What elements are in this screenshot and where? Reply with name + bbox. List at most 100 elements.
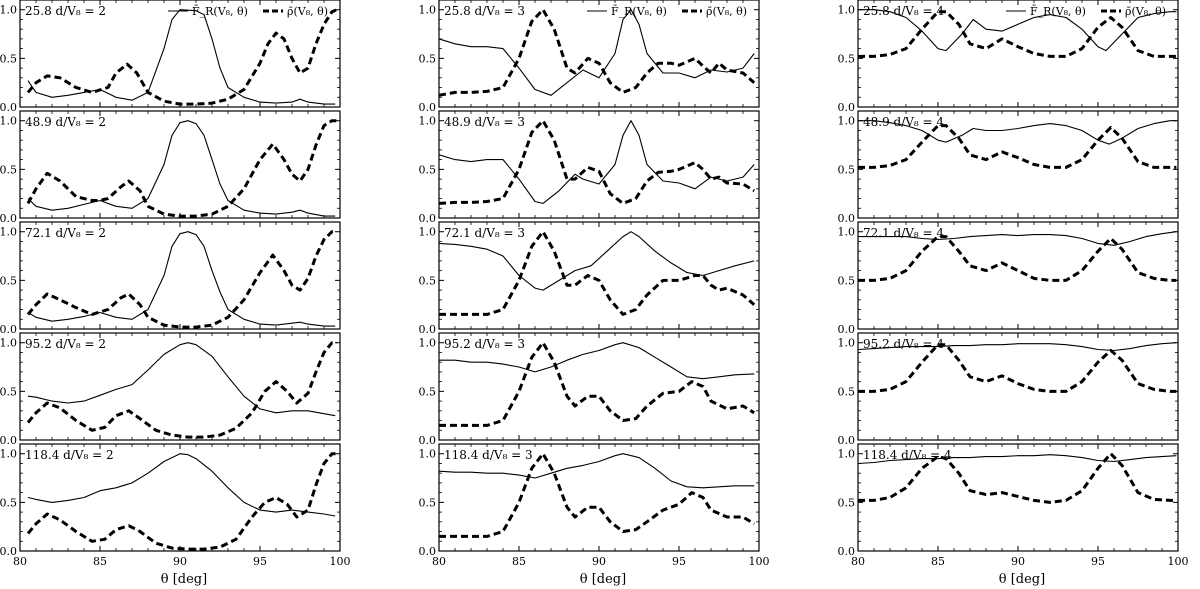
y-tick-label: 1.0 [838,4,856,17]
legend-label-rho: ρ̄(V₈, θ) [706,5,747,18]
series-line-fr [858,9,1177,52]
y-tick-label: 0.0 [838,101,856,114]
panel-label: 118.4 d/V₈ = 3 [444,448,533,462]
x-tick-label: 80 [13,555,27,568]
y-tick-label: 0.0 [419,323,437,336]
series-line-fr [858,231,1177,246]
subplot-panel: 0.0 0.5 1.0 72.1 d/V₈ = 3 [419,221,760,336]
series-line-rho [26,8,338,106]
x-tick-label: 85 [931,555,945,568]
subplot-panel: 0.0 0.5 1.0 25.8 d/V₈ = 2 F̄_R(V₈, θ) ρ̄(V₈, … [0,0,341,114]
series-line-rho [439,119,755,205]
panel-label: 48.9 d/V₈ = 4 [863,115,944,129]
series-line-rho [858,10,1177,58]
y-tick-label: 0.0 [419,101,437,114]
panel-label: 95.2 d/V₈ = 3 [444,337,525,351]
legend-label-fr: F̄_R(V₈, θ) [1030,5,1086,18]
x-tick-label: 95 [253,555,267,568]
y-tick-label: 0.0 [0,434,17,447]
x-tick-label: 85 [512,555,526,568]
x-tick-label: 90 [173,555,187,568]
y-tick-label: 0.5 [838,496,856,509]
subplot-panel: 0.0 0.5 1.0 95.2 d/V₈ = 2 [0,332,341,447]
subplot-panel: 0.0 0.5 1.0 95.2 d/V₈ = 4 [838,332,1179,447]
y-tick-label: 1.0 [419,448,437,461]
subplot-panel: 0.0 0.5 1.0 48.9 d/V₈ = 4 [838,110,1179,225]
series-line-rho [858,452,1177,504]
y-tick-label: 1.0 [0,337,17,350]
x-tick-label: 100 [330,555,351,568]
series-line-rho [858,343,1177,393]
panel-label: 48.9 d/V₈ = 2 [25,115,106,129]
subplot-panel: 0.0 0.5 1.0 48.9 d/V₈ = 2 [0,110,341,225]
series-line-rho [26,452,337,551]
subplot-panel: 0.0 0.5 1.0 72.1 d/V₈ = 4 [838,221,1179,336]
panel-label: 118.4 d/V₈ = 2 [25,448,114,462]
panel-label: 95.2 d/V₈ = 4 [863,337,944,351]
y-tick-label: 0.5 [0,163,17,176]
y-tick-label: 0.0 [838,212,856,225]
series-line-rho [439,341,755,427]
legend-label-fr: F̄_R(V₈, θ) [611,5,667,18]
y-tick-label: 0.0 [838,545,856,558]
y-tick-label: 0.5 [0,385,17,398]
y-tick-label: 0.0 [0,545,17,558]
panel-label: 72.1 d/V₈ = 4 [863,226,944,240]
y-tick-label: 0.0 [419,434,437,447]
subplot-panel: 0.0 0.5 1.0 72.1 d/V₈ = 2 [0,221,341,336]
subplot-panel: 80 85 90 95 100 0.0 0.5 1.0 118.4 d/V₈ = 2 [0,443,351,568]
y-tick-label: 1.0 [0,115,17,128]
x-tick-label: 80 [851,555,865,568]
series-line-fr [27,453,336,517]
y-tick-label: 0.0 [838,323,856,336]
legend-label-rho: ρ̄(V₈, θ) [287,5,328,18]
x-tick-label: 95 [672,555,686,568]
y-tick-label: 1.0 [838,226,856,239]
series-line-fr [27,342,336,417]
y-tick-label: 0.5 [419,385,437,398]
series-line-fr [439,453,755,489]
y-tick-label: 0.5 [838,274,856,287]
y-tick-label: 0.0 [0,212,17,225]
y-tick-label: 0.0 [419,545,437,558]
y-tick-label: 0.5 [0,52,17,65]
y-tick-label: 0.5 [419,496,437,509]
y-tick-label: 1.0 [419,4,437,17]
y-tick-label: 0.5 [419,274,437,287]
series-line-rho [858,124,1177,169]
series-line-rho [26,119,337,218]
subplot-panel: 80 85 90 95 100 0.0 0.5 1.0 118.4 d/V₈ = 3 [419,443,770,568]
y-tick-label: 0.0 [0,101,17,114]
series-line-fr [27,231,336,327]
y-tick-label: 0.5 [0,496,17,509]
series-line-fr [439,9,755,96]
series-line-fr [439,231,755,291]
series-line-fr [858,120,1177,145]
series-line-rho [26,230,337,329]
y-tick-label: 1.0 [419,337,437,350]
y-tick-label: 0.5 [838,52,856,65]
y-tick-label: 0.0 [419,212,437,225]
series-line-rho [439,452,755,538]
subplot-panel: 0.0 0.5 1.0 48.9 d/V₈ = 3 [419,110,760,225]
series-line-fr [27,9,336,105]
series-line-fr [858,342,1177,352]
x-tick-label: 100 [1168,555,1189,568]
legend-label-rho: ρ̄(V₈, θ) [1125,5,1166,18]
y-tick-label: 0.5 [838,385,856,398]
x-tick-label: 95 [1091,555,1105,568]
y-tick-label: 0.5 [0,274,17,287]
panel-label: 25.8 d/V₈ = 4 [863,4,944,18]
y-tick-label: 1.0 [0,448,17,461]
x-tick-label: 80 [432,555,446,568]
y-tick-label: 0.5 [419,163,437,176]
panel-label: 118.4 d/V₈ = 4 [863,448,952,462]
y-tick-label: 1.0 [838,337,856,350]
panel-label: 95.2 d/V₈ = 2 [25,337,106,351]
y-tick-label: 1.0 [0,4,17,17]
series-line-fr [27,120,336,217]
y-tick-label: 1.0 [419,226,437,239]
subplot-panel: 80 85 90 95 100 0.0 0.5 1.0 118.4 d/V₈ = 4 [838,443,1189,568]
series-line-rho [439,230,756,316]
